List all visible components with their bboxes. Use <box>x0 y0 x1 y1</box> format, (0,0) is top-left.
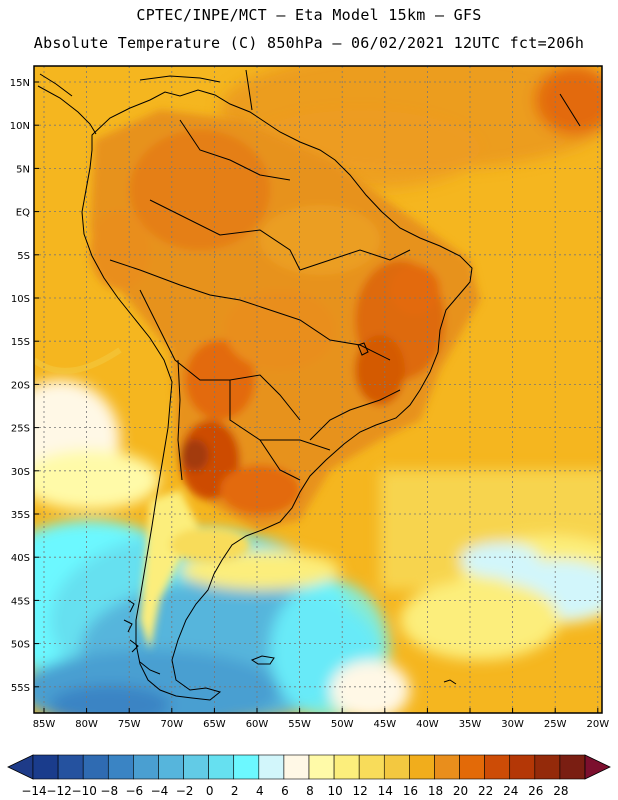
lon-label: 70W <box>160 719 183 730</box>
colorbar-label: −12 <box>46 784 71 798</box>
colorbar-label: −8 <box>100 784 118 798</box>
temperature-field <box>34 66 602 713</box>
colorbar-swatch <box>308 754 335 780</box>
colorbar-swatch <box>484 754 511 780</box>
lon-label: 30W <box>501 719 524 730</box>
lat-label: 5S <box>17 251 30 262</box>
lat-label: 40S <box>11 553 30 564</box>
colorbar-swatch <box>358 754 385 780</box>
lat-label: 55S <box>11 683 30 694</box>
colorbar-label: 24 <box>503 784 518 798</box>
colorbar-swatch <box>183 754 209 780</box>
colorbar-label: 6 <box>281 784 289 798</box>
colorbar-label: −2 <box>176 784 194 798</box>
colorbar-swatch <box>509 754 536 780</box>
colorbar-label: 26 <box>528 784 543 798</box>
colorbar-label: 2 <box>231 784 239 798</box>
colorbar-swatch <box>107 754 134 780</box>
colorbar-label: 10 <box>327 784 342 798</box>
lon-label: 65W <box>203 719 226 730</box>
latitude-labels: 15N 10N 5N EQ 5S 10S 15S 20S 25S 30S 35S 40S 45S 50S 5… <box>10 78 39 694</box>
lon-label: 45W <box>373 719 396 730</box>
colorbar-label: 28 <box>553 784 568 798</box>
colorbar-label: 18 <box>428 784 443 798</box>
lat-label: 45S <box>11 596 30 607</box>
lat-label: 15S <box>11 337 30 348</box>
lat-label: 20S <box>11 380 30 391</box>
lon-label: 20W <box>586 719 609 730</box>
colorbar-swatch <box>434 754 460 780</box>
lon-label: 60W <box>246 719 269 730</box>
lon-label: 50W <box>331 719 354 730</box>
colorbar-label: −6 <box>126 784 144 798</box>
map-title: CPTEC/INPE/MCT – Eta Model 15km – GFS <box>136 6 482 24</box>
lon-label: 85W <box>33 719 56 730</box>
colorbar-swatch <box>32 754 59 780</box>
colorbar-swatch <box>383 754 410 780</box>
colorbar-label: 16 <box>403 784 418 798</box>
colorbar-label: 20 <box>453 784 468 798</box>
colorbar-swatch <box>283 754 310 780</box>
colorbar-swatch <box>333 754 360 780</box>
colorbar-swatch <box>559 754 586 780</box>
longitude-labels: 85W 80W 75W 70W 65W 60W 55W 50W 45W 40W 35W 30W 25W 2… <box>33 708 609 730</box>
lon-label: 75W <box>118 719 141 730</box>
lat-label: 25S <box>11 424 30 435</box>
colorbar-label: 22 <box>478 784 493 798</box>
map-subtitle: Absolute Temperature (C) 850hPa – 06/02/… <box>33 34 585 52</box>
colorbar-swatch <box>534 754 561 780</box>
colorbar-swatch <box>133 754 159 780</box>
colorbar-swatch <box>57 754 84 780</box>
colorbar-swatch <box>409 754 435 780</box>
colorbar-swatch <box>158 754 184 780</box>
lat-label: 30S <box>11 467 30 478</box>
colorbar-label: 4 <box>256 784 264 798</box>
colorbar-label: 14 <box>378 784 393 798</box>
lon-label: 35W <box>459 719 482 730</box>
lon-label: 55W <box>288 719 311 730</box>
lon-label: 80W <box>75 719 98 730</box>
colorbar-label: −10 <box>72 784 97 798</box>
colorbar-underflow-triangle <box>7 754 34 780</box>
colorbar-label: −14 <box>21 784 46 798</box>
lon-label: 25W <box>544 719 567 730</box>
colorbar-swatch <box>208 754 235 780</box>
lat-label: 50S <box>11 640 30 651</box>
colorbar-overflow-triangle <box>584 754 611 780</box>
lon-label: 40W <box>416 719 439 730</box>
lat-label: 5N <box>16 164 30 175</box>
colorbar: −14 −12 −10 −8 −6 −4 −2 0 2 4 6 8 10 12 14 16 18 20 22 24 26… <box>7 754 611 798</box>
colorbar-swatch <box>459 754 485 780</box>
colorbar-label: 0 <box>206 784 214 798</box>
colorbar-swatch <box>82 754 109 780</box>
map-frame <box>33 65 603 714</box>
colorbar-label: 8 <box>306 784 314 798</box>
lat-label: 35S <box>11 510 30 521</box>
colorbar-swatch <box>233 754 260 780</box>
lat-label: EQ <box>16 208 30 219</box>
lat-label: 10N <box>10 121 30 132</box>
colorbar-label: −4 <box>151 784 169 798</box>
lat-label: 10S <box>11 294 30 305</box>
colorbar-swatch <box>258 754 285 780</box>
lat-label: 15N <box>10 78 30 89</box>
colorbar-label: 12 <box>353 784 368 798</box>
coastline <box>37 69 581 701</box>
